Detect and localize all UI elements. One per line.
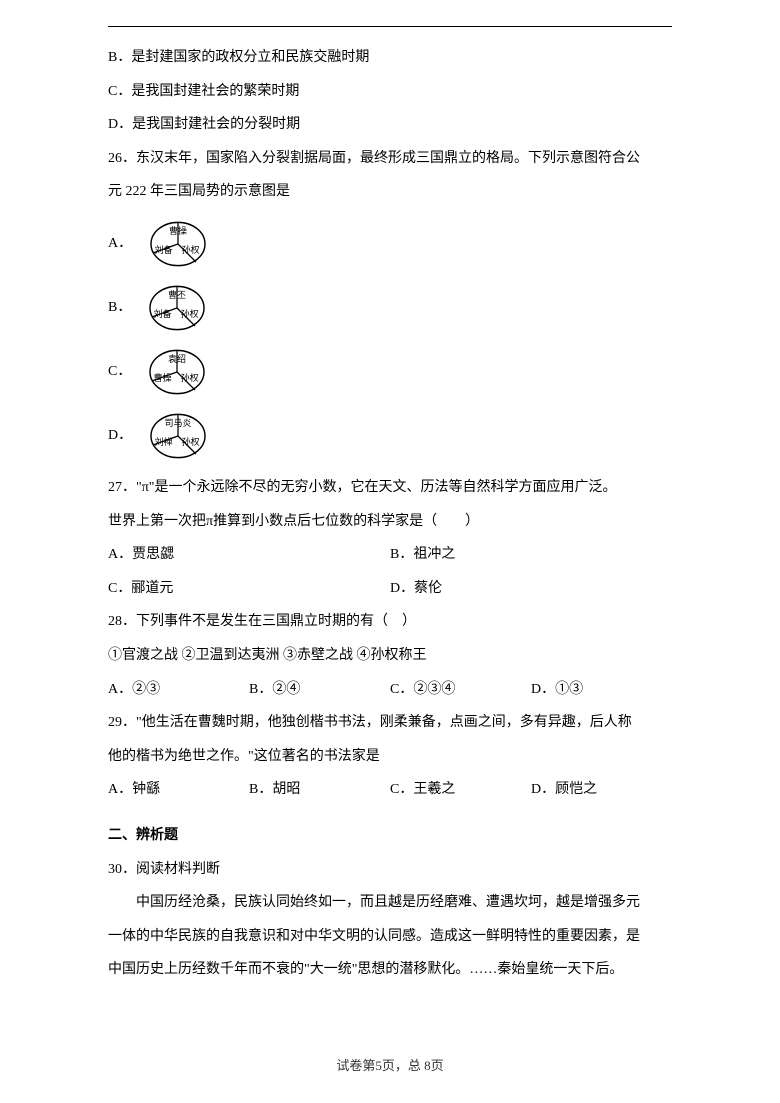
pie-option-d: D． 司马炎 刘禅 孙权 — [108, 407, 672, 465]
q29-options: A．钟繇 B．胡昭 C．王羲之 D．顾恺之 — [108, 773, 672, 807]
q28-line: 28．下列事件不是发生在三国鼎立时期的有（ ） — [108, 605, 672, 639]
option-letter: B． — [108, 291, 131, 325]
page-footer: 试卷第5页，总 8页 — [0, 1050, 780, 1081]
top-rule — [108, 26, 672, 27]
q28-options: A．②③ B．②④ C．②③④ D．①③ — [108, 673, 672, 707]
pie-label: 曹操 — [169, 225, 187, 236]
q29-optA: A．钟繇 — [108, 773, 249, 807]
option-letter: A． — [108, 227, 132, 261]
q29-optB: B．胡昭 — [249, 773, 390, 807]
pie-label: 袁绍 — [168, 353, 186, 364]
pie-diagram-icon: 司马炎 刘禅 孙权 — [142, 407, 214, 465]
pie-option-c: C． 袁绍 曹操 孙权 — [108, 343, 672, 401]
pie-option-a: A． 曹操 刘备 孙权 — [108, 215, 672, 273]
section-2-heading: 二、辨析题 — [108, 819, 672, 853]
q28-optA: A．②③ — [108, 673, 249, 707]
q27-options-row2: C．郦道元 D．蔡伦 — [108, 572, 672, 606]
pie-diagram-icon: 曹丕 刘备 孙权 — [141, 279, 213, 337]
pie-option-b: B． 曹丕 刘备 孙权 — [108, 279, 672, 337]
passage-line: 一体的中华民族的自我意识和对中华文明的认同感。造成这一鲜明特性的重要因素，是 — [108, 920, 672, 954]
option-letter: D． — [108, 419, 132, 453]
q28-optD: D．①③ — [531, 673, 672, 707]
q29-optD: D．顾恺之 — [531, 773, 672, 807]
pie-label: 刘禅 — [155, 436, 173, 447]
q28-sub: ①官渡之战 ②卫温到达夷洲 ③赤壁之战 ④孙权称王 — [108, 639, 672, 673]
q29-optC: C．王羲之 — [390, 773, 531, 807]
q26-line1: 26．东汉末年，国家陷入分裂割据局面，最终形成三国鼎立的格局。下列示意图符合公 — [108, 142, 672, 176]
q27-optA: A．贾思勰 — [108, 538, 390, 572]
q27-optC: C．郦道元 — [108, 572, 390, 606]
pie-label: 刘备 — [154, 308, 172, 319]
q28-optC: C．②③④ — [390, 673, 531, 707]
q29-line2: 他的楷书为绝世之作。"这位著名的书法家是 — [108, 740, 672, 774]
pie-label: 刘备 — [155, 244, 173, 255]
pie-label: 孙权 — [182, 436, 200, 447]
pie-label: 曹操 — [154, 372, 172, 383]
pie-label: 司马炎 — [165, 418, 192, 428]
q29-line1: 29．"他生活在曹魏时期，他独创楷书书法，刚柔兼备，点画之间，多有异趣，后人称 — [108, 706, 672, 740]
q30-line: 30．阅读材料判断 — [108, 853, 672, 887]
q27-line1: 27．"π"是一个永远除不尽的无穷小数，它在天文、历法等自然科学方面应用广泛。 — [108, 471, 672, 505]
q26-line2: 元 222 年三国局势的示意图是 — [108, 175, 672, 209]
q27-options-row1: A．贾思勰 B．祖冲之 — [108, 538, 672, 572]
pie-label: 孙权 — [181, 308, 199, 319]
q27-line2: 世界上第一次把π推算到小数点后七位数的科学家是（ ） — [108, 505, 672, 539]
text-line: D．是我国封建社会的分裂时期 — [108, 108, 672, 142]
pie-diagram-icon: 曹操 刘备 孙权 — [142, 215, 214, 273]
passage-line: 中国历经沧桑，民族认同始终如一，而且越是历经磨难、遭遇坎坷，越是增强多元 — [108, 886, 672, 920]
q28-optB: B．②④ — [249, 673, 390, 707]
text-line: B．是封建国家的政权分立和民族交融时期 — [108, 41, 672, 75]
option-letter: C． — [108, 355, 131, 389]
pie-label: 曹丕 — [168, 289, 186, 300]
passage-line: 中国历史上历经数千年而不衰的"大一统"思想的潜移默化。……秦始皇统一天下后。 — [108, 953, 672, 987]
q27-optB: B．祖冲之 — [390, 538, 672, 572]
pie-diagram-icon: 袁绍 曹操 孙权 — [141, 343, 213, 401]
pie-label: 孙权 — [181, 372, 199, 383]
q27-optD: D．蔡伦 — [390, 572, 672, 606]
pie-label: 孙权 — [182, 244, 200, 255]
text-line: C．是我国封建社会的繁荣时期 — [108, 75, 672, 109]
